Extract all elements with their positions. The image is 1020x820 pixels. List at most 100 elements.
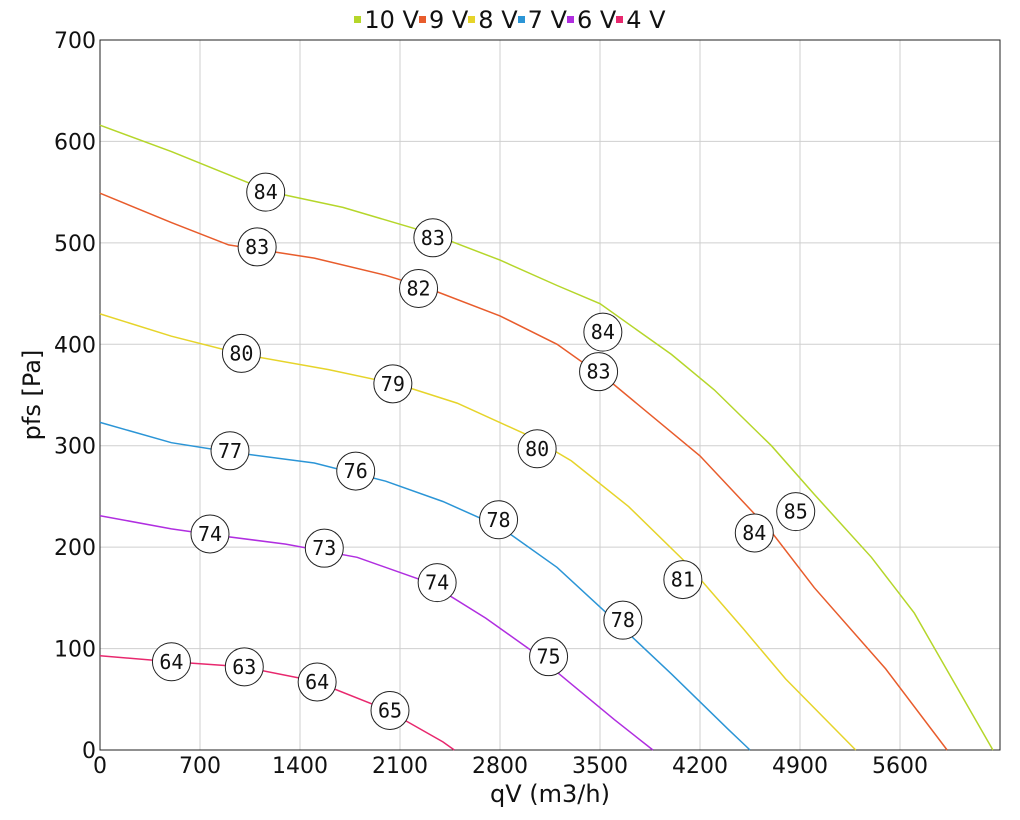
- efficiency-value: 64: [159, 650, 183, 674]
- series-line-10v: [99, 124, 994, 751]
- efficiency-marker: [776, 492, 816, 532]
- efficiency-marker: [399, 269, 439, 308]
- legend-item: 7 V: [517, 6, 567, 34]
- efficiency-value: 83: [421, 226, 445, 250]
- x-tick-label: 1400: [272, 754, 328, 779]
- legend-label: 6 V: [576, 6, 617, 34]
- efficiency-label: 64: [151, 642, 191, 682]
- legend-label: 4 V: [626, 6, 666, 34]
- efficiency-value: 74: [425, 571, 449, 595]
- efficiency-marker: [297, 662, 337, 702]
- efficiency-marker: [373, 364, 413, 404]
- x-tick-label: 4200: [672, 754, 728, 779]
- legend-label: 7 V: [527, 6, 567, 34]
- legend-label: 10 V: [364, 6, 419, 34]
- legend-label: 9 V: [428, 6, 469, 34]
- efficiency-marker: [663, 560, 703, 600]
- efficiency-value: 77: [218, 439, 242, 463]
- efficiency-label: 74: [417, 563, 457, 603]
- legend-item: 8 V: [468, 6, 518, 34]
- efficiency-value: 75: [537, 645, 561, 669]
- efficiency-label: 83: [579, 352, 619, 392]
- x-tick-label: 4900: [772, 754, 828, 779]
- efficiency-marker: [603, 600, 643, 640]
- efficiency-label: 64: [297, 662, 337, 702]
- legend-item: 9 V: [418, 6, 469, 34]
- efficiency-label: 84: [734, 513, 774, 553]
- chart-legend: 10 V 9 V 8 V 7 V 6 V 4 V: [0, 6, 1020, 34]
- efficiency-value: 63: [232, 655, 256, 679]
- efficiency-marker: [579, 352, 619, 392]
- y-tick-label: 100: [54, 638, 96, 663]
- efficiency-label: 81: [663, 560, 703, 600]
- efficiency-value: 73: [312, 536, 336, 560]
- efficiency-marker: [224, 647, 264, 687]
- efficiency-label: 84: [583, 312, 623, 352]
- efficiency-label: 65: [370, 690, 410, 730]
- efficiency-value: 83: [587, 360, 611, 384]
- efficiency-value: 76: [344, 459, 368, 483]
- efficiency-label: 75: [529, 637, 569, 677]
- efficiency-label: 78: [603, 600, 643, 640]
- efficiency-label: 80: [517, 429, 557, 469]
- efficiency-value: 80: [525, 437, 549, 461]
- efficiency-value: 84: [742, 521, 766, 545]
- legend-item: 10 V: [354, 6, 419, 34]
- efficiency-label: 76: [336, 451, 376, 491]
- efficiency-marker: [417, 563, 457, 603]
- x-tick-label: 5600: [872, 754, 928, 779]
- x-axis-label: qV (m3/h): [490, 780, 610, 808]
- legend-item: 6 V: [566, 6, 617, 34]
- legend-swatch: [517, 15, 525, 23]
- efficiency-marker: [413, 218, 453, 258]
- legend-label: 8 V: [478, 6, 518, 34]
- efficiency-value: 80: [229, 341, 253, 365]
- efficiency-value: 74: [198, 522, 222, 546]
- legend-swatch: [566, 15, 574, 23]
- y-tick-label: 500: [54, 232, 96, 257]
- efficiency-label: 74: [190, 514, 230, 554]
- x-tick-label: 3500: [572, 754, 628, 779]
- efficiency-value: 83: [245, 235, 269, 259]
- efficiency-value: 64: [305, 670, 329, 694]
- efficiency-marker: [190, 514, 230, 554]
- efficiency-value: 65: [378, 698, 402, 722]
- efficiency-marker: [479, 500, 519, 540]
- efficiency-label: 85: [776, 492, 816, 532]
- efficiency-label: 77: [210, 431, 250, 471]
- efficiency-label: 73: [304, 528, 344, 568]
- efficiency-value: 84: [254, 180, 278, 204]
- efficiency-value: 84: [591, 320, 615, 344]
- efficiency-marker: [246, 172, 286, 212]
- efficiency-marker: [517, 429, 557, 469]
- y-tick-label: 700: [54, 29, 96, 54]
- efficiency-label: 83: [413, 218, 453, 258]
- efficiency-label: 80: [221, 333, 261, 373]
- efficiency-marker: [734, 513, 774, 553]
- x-tick-label: 700: [179, 754, 221, 779]
- y-tick-label: 0: [82, 739, 96, 764]
- efficiency-label: 63: [224, 647, 264, 687]
- tick-labels: 0 700 1400 2100 2800 3500 4200 4900 5600 0 100 200 3…: [54, 29, 928, 779]
- x-tick-label: 0: [93, 754, 107, 779]
- efficiency-marker: [529, 637, 569, 677]
- efficiency-marker: [210, 431, 250, 471]
- efficiency-marker: [237, 227, 277, 267]
- efficiency-marker: [221, 333, 261, 373]
- efficiency-value: 78: [611, 608, 635, 632]
- efficiency-marker: [583, 312, 623, 352]
- efficiency-marker: [370, 690, 410, 730]
- efficiency-value: 82: [407, 277, 431, 301]
- y-axis-label: pfs [Pa]: [18, 350, 46, 441]
- y-tick-label: 400: [54, 333, 96, 358]
- efficiency-label: 79: [373, 364, 413, 404]
- x-tick-label: 2800: [472, 754, 528, 779]
- efficiency-marker: [151, 642, 191, 682]
- efficiency-value: 81: [671, 568, 695, 592]
- efficiency-labels: 84 83 84 85 83 82 83 84 80 79 80 81 77 76 78 78 74 73 74 75…: [151, 172, 816, 730]
- efficiency-value: 79: [381, 372, 405, 396]
- plot-frame: [99, 39, 1001, 751]
- legend-item: 4 V: [616, 6, 666, 34]
- efficiency-label: 84: [246, 172, 286, 212]
